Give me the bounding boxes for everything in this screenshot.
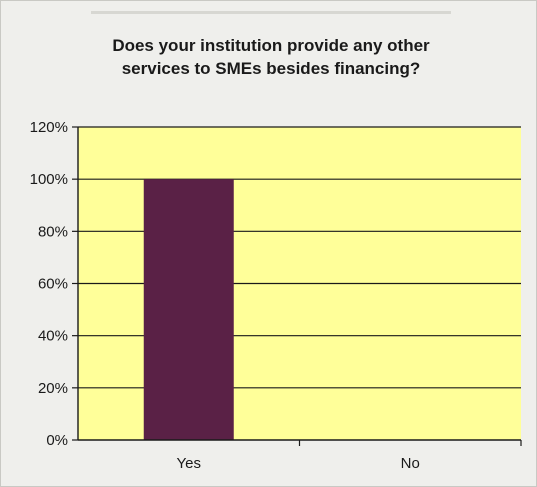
top-divider	[91, 11, 451, 14]
x-category-label: No	[401, 455, 420, 472]
y-tick-label: 0%	[46, 432, 68, 449]
bar-yes	[143, 179, 234, 440]
chart-title: Does your institution provide any other …	[41, 34, 501, 80]
y-tick-label: 40%	[38, 328, 68, 345]
chart-title-line-1: Does your institution provide any other	[112, 36, 430, 55]
y-tick-label: 60%	[38, 276, 68, 293]
x-category-label: Yes	[177, 455, 201, 472]
chart-title-line-2: services to SMEs besides financing?	[121, 59, 421, 78]
y-tick-label: 100%	[30, 171, 68, 188]
y-tick-label: 20%	[38, 380, 68, 397]
y-tick-label: 80%	[38, 223, 68, 240]
y-tick-label: 120%	[30, 119, 68, 136]
